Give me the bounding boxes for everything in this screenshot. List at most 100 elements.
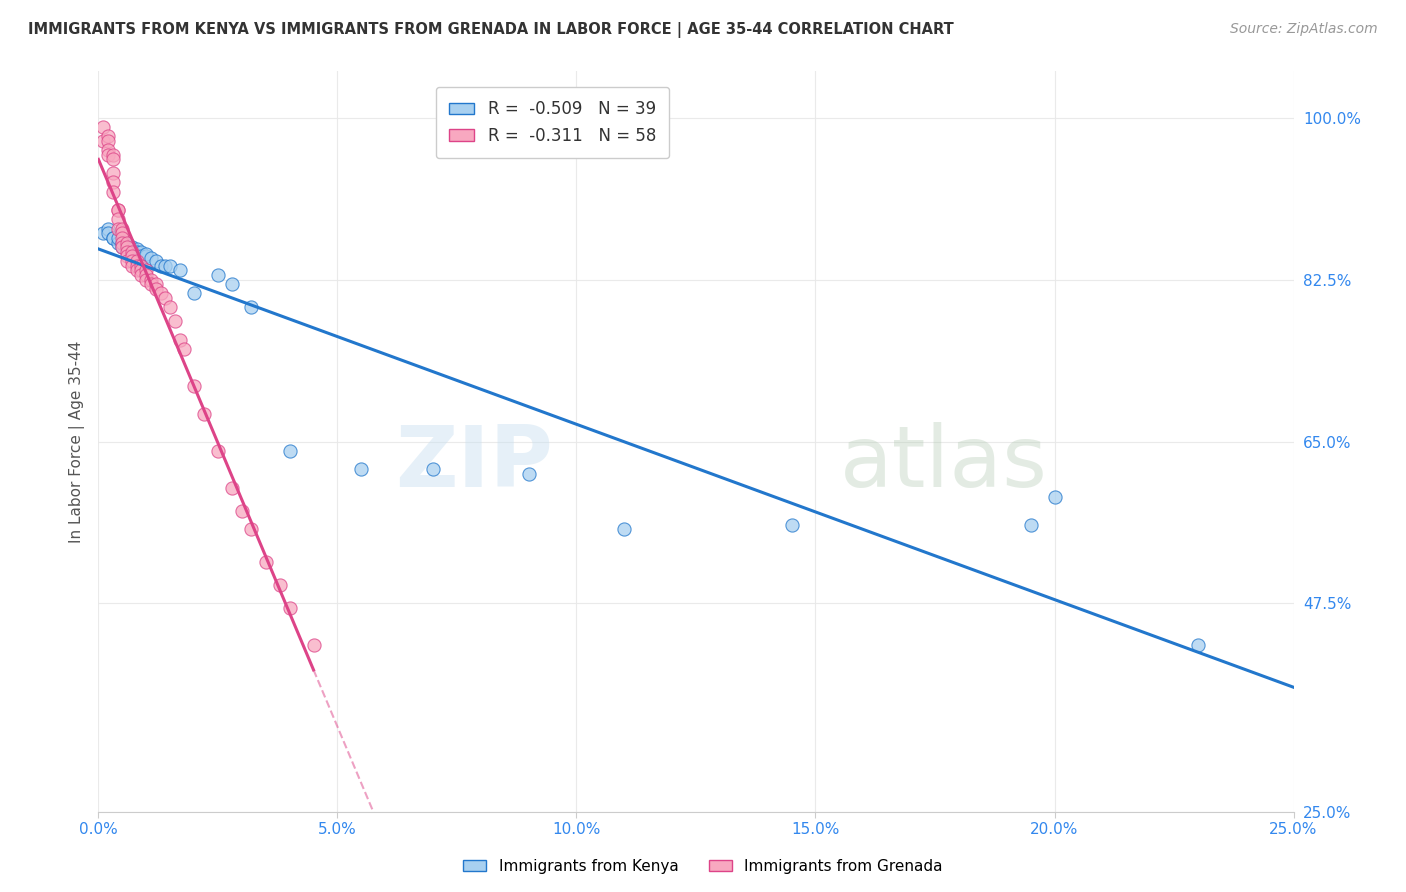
Point xyxy=(1019,517,1042,532)
Point xyxy=(125,254,148,268)
Point xyxy=(302,638,325,652)
Point xyxy=(278,601,301,615)
Point xyxy=(107,212,129,227)
Text: ZIP: ZIP xyxy=(395,422,553,505)
Point xyxy=(111,231,134,245)
Point xyxy=(269,578,291,592)
Point xyxy=(107,203,129,218)
Point xyxy=(121,242,143,256)
Point xyxy=(101,153,124,167)
Point xyxy=(221,277,243,292)
Point xyxy=(159,301,181,315)
Point xyxy=(149,286,172,301)
Point xyxy=(155,259,177,273)
Point xyxy=(613,523,636,537)
Point xyxy=(91,134,114,148)
Point xyxy=(149,259,172,273)
Point xyxy=(163,314,186,328)
Point xyxy=(183,286,205,301)
Point xyxy=(131,268,153,282)
Point xyxy=(125,244,148,259)
Point xyxy=(135,272,157,286)
Point xyxy=(97,134,120,148)
Point xyxy=(97,227,120,241)
Point xyxy=(97,143,120,157)
Text: atlas: atlas xyxy=(839,422,1047,505)
Point xyxy=(91,227,114,241)
Point xyxy=(131,250,153,264)
Point xyxy=(115,250,138,264)
Point xyxy=(231,504,253,518)
Point xyxy=(111,221,134,235)
Point xyxy=(207,268,229,282)
Point xyxy=(101,166,124,180)
Point xyxy=(97,147,120,161)
Point xyxy=(173,342,195,356)
Text: Source: ZipAtlas.com: Source: ZipAtlas.com xyxy=(1230,22,1378,37)
Point xyxy=(169,333,191,347)
Point xyxy=(135,246,157,260)
Text: IMMIGRANTS FROM KENYA VS IMMIGRANTS FROM GRENADA IN LABOR FORCE | AGE 35-44 CORR: IMMIGRANTS FROM KENYA VS IMMIGRANTS FROM… xyxy=(28,22,953,38)
Point xyxy=(517,467,540,481)
Point xyxy=(159,259,181,273)
Point xyxy=(101,231,124,245)
Point xyxy=(131,263,153,277)
Point xyxy=(135,268,157,282)
Point xyxy=(1043,490,1066,504)
Point xyxy=(115,235,138,250)
Point xyxy=(125,242,148,256)
Point xyxy=(139,272,162,286)
Point xyxy=(91,120,114,134)
Point xyxy=(115,235,138,250)
Point xyxy=(780,517,803,532)
Y-axis label: In Labor Force | Age 35-44: In Labor Force | Age 35-44 xyxy=(69,341,84,542)
Point xyxy=(121,244,143,259)
Point xyxy=(131,244,153,259)
Point xyxy=(101,175,124,190)
Point xyxy=(111,235,134,250)
Point xyxy=(131,259,153,273)
Point xyxy=(111,235,134,250)
Point xyxy=(155,291,177,305)
Point xyxy=(145,282,167,296)
Legend: Immigrants from Kenya, Immigrants from Grenada: Immigrants from Kenya, Immigrants from G… xyxy=(457,853,949,880)
Point xyxy=(121,259,143,273)
Point xyxy=(121,240,143,254)
Point xyxy=(111,240,134,254)
Point xyxy=(139,277,162,292)
Point xyxy=(278,443,301,458)
Point xyxy=(107,235,129,250)
Point xyxy=(350,462,373,476)
Point xyxy=(145,277,167,292)
Point xyxy=(115,244,138,259)
Point xyxy=(221,481,243,495)
Point xyxy=(422,462,444,476)
Point xyxy=(115,254,138,268)
Point xyxy=(207,443,229,458)
Point xyxy=(193,407,215,421)
Point xyxy=(115,240,138,254)
Point xyxy=(240,301,263,315)
Point xyxy=(135,250,157,264)
Point xyxy=(107,203,129,218)
Point xyxy=(111,227,134,241)
Legend: R =  -0.509   N = 39, R =  -0.311   N = 58: R = -0.509 N = 39, R = -0.311 N = 58 xyxy=(436,87,669,158)
Point xyxy=(101,147,124,161)
Point xyxy=(107,221,129,235)
Point xyxy=(121,250,143,264)
Point xyxy=(240,523,263,537)
Point xyxy=(115,240,138,254)
Point xyxy=(101,185,124,199)
Point xyxy=(1187,638,1209,652)
Point xyxy=(139,252,162,266)
Point xyxy=(121,244,143,259)
Point xyxy=(107,231,129,245)
Point xyxy=(125,259,148,273)
Point xyxy=(121,254,143,268)
Point xyxy=(111,240,134,254)
Point xyxy=(101,231,124,245)
Point xyxy=(169,263,191,277)
Point xyxy=(145,254,167,268)
Point xyxy=(135,263,157,277)
Point xyxy=(254,555,277,569)
